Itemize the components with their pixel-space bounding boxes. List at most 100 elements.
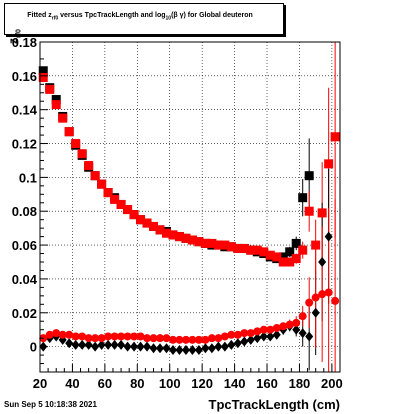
data-point-circle xyxy=(233,330,242,339)
x-tick-label: 40 xyxy=(65,376,79,391)
data-point-circle xyxy=(156,334,164,343)
data-point-square xyxy=(38,66,48,76)
data-point-square xyxy=(168,230,178,240)
data-point-square xyxy=(116,199,126,209)
data-point-circle xyxy=(266,325,275,334)
data-point-circle xyxy=(130,332,139,341)
x-tick-label: 160 xyxy=(256,376,278,391)
data-point-circle xyxy=(311,293,320,302)
data-point-square xyxy=(213,240,223,250)
data-point-diamond xyxy=(194,345,203,355)
data-point-diamond xyxy=(117,339,126,350)
data-point-square xyxy=(77,149,87,159)
data-point-diamond xyxy=(292,324,301,335)
data-point-diamond xyxy=(156,343,164,354)
data-point-square xyxy=(259,247,269,257)
data-point-circle xyxy=(201,335,210,344)
data-point-square xyxy=(252,245,262,255)
data-point-square xyxy=(58,113,68,123)
data-point-square xyxy=(317,208,327,218)
data-point-diamond xyxy=(143,341,152,352)
data-point-square xyxy=(239,243,249,253)
title-subscript-1: rf0 xyxy=(51,15,59,22)
data-point-diamond xyxy=(201,343,210,354)
data-point-diamond xyxy=(110,339,119,350)
data-point-circle xyxy=(207,334,216,343)
x-tick-label: 180 xyxy=(289,376,311,391)
data-point-circle xyxy=(292,318,301,327)
y-tick-label: 0.18 xyxy=(12,35,37,50)
data-point-square xyxy=(285,257,295,267)
data-point-square xyxy=(110,194,120,204)
y-tick-label: 0.1 xyxy=(19,170,37,185)
data-point-diamond xyxy=(298,328,307,339)
data-point-square xyxy=(194,237,204,247)
data-point-circle xyxy=(123,332,132,341)
data-point-diamond xyxy=(130,341,139,352)
y-tick-label: 0.16 xyxy=(12,69,37,84)
data-point-square xyxy=(226,242,236,252)
data-point-square xyxy=(142,218,152,228)
data-point-diamond xyxy=(136,341,145,352)
data-point-diamond xyxy=(181,345,190,355)
data-point-diamond xyxy=(318,257,327,267)
data-point-diamond xyxy=(149,343,158,354)
axes xyxy=(39,41,341,373)
data-point-square xyxy=(246,245,256,255)
data-point-square xyxy=(200,238,210,248)
data-point-diamond xyxy=(266,331,275,342)
y-tick-label: 0.04 xyxy=(12,272,38,287)
data-point-circle xyxy=(188,335,197,344)
data-point-diamond xyxy=(227,339,236,350)
data-point-circle xyxy=(91,334,100,343)
data-point-diamond xyxy=(272,329,281,340)
data-point-circle xyxy=(305,298,314,307)
data-point-square xyxy=(97,179,107,189)
data-point-square xyxy=(90,171,100,181)
data-point-square xyxy=(304,206,314,216)
x-tick-label: 20 xyxy=(33,376,47,391)
data-point-diamond xyxy=(188,345,197,355)
data-point-square xyxy=(311,240,321,250)
data-point-circle xyxy=(97,334,106,343)
x-tick-label: 80 xyxy=(130,376,144,391)
data-point-circle xyxy=(175,335,184,344)
data-point-circle xyxy=(318,290,327,299)
data-point-circle xyxy=(110,332,119,341)
x-tick-label: 100 xyxy=(159,376,181,391)
data-point-diamond xyxy=(253,333,262,344)
data-point-circle xyxy=(149,334,158,343)
data-point-square xyxy=(298,245,308,255)
title-box xyxy=(4,3,284,35)
data-point-square xyxy=(51,100,61,110)
data-point-circle xyxy=(168,335,177,344)
plot-frame xyxy=(39,41,341,373)
data-point-square xyxy=(285,247,295,257)
data-point-diamond xyxy=(78,339,87,350)
x-tick-label: 60 xyxy=(98,376,112,391)
data-point-circle xyxy=(181,335,190,344)
title-text-3: (β γ) for Global deuteron xyxy=(171,12,253,19)
data-point-circle xyxy=(272,324,281,332)
data-point-circle xyxy=(143,334,152,343)
data-point-square xyxy=(272,252,282,262)
data-point-circle xyxy=(52,329,61,338)
data-point-circle xyxy=(117,332,126,341)
x-tick-label: 140 xyxy=(224,376,246,391)
data-point-square xyxy=(51,95,61,105)
data-point-square xyxy=(181,233,191,243)
data-point-circle xyxy=(227,330,236,339)
y-tick-label: 0 xyxy=(30,340,37,355)
data-point-circle xyxy=(65,330,74,339)
data-point-circle xyxy=(104,332,113,341)
title-subscript-2: 10 xyxy=(165,15,172,22)
data-point-square xyxy=(71,139,81,149)
data-point-diamond xyxy=(104,339,113,350)
timestamp: Sun Sep 5 10:18:38 2021 xyxy=(4,400,97,409)
data-point-square xyxy=(123,205,133,215)
data-point-diamond xyxy=(65,338,74,349)
data-point-diamond xyxy=(220,341,229,352)
data-point-diamond xyxy=(311,307,320,318)
data-point-circle xyxy=(136,332,145,341)
data-point-circle xyxy=(45,330,54,339)
